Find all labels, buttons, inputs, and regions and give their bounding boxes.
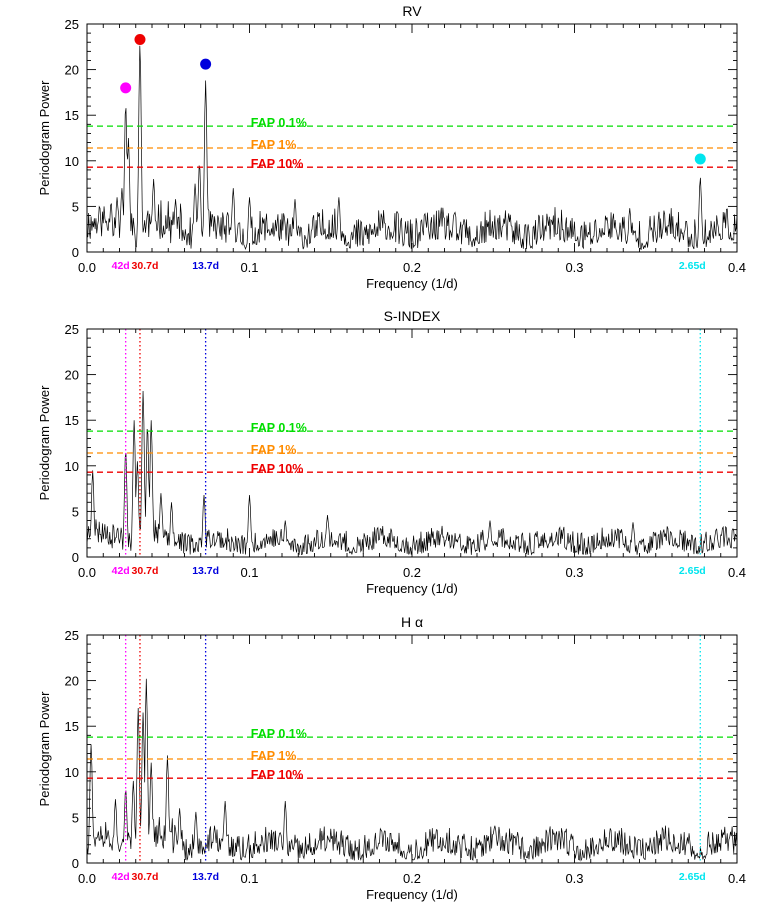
fap-label-2: FAP 1% <box>251 138 297 152</box>
period-label-2: 30.7d <box>132 260 159 272</box>
y-tick-label: 10 <box>65 154 79 169</box>
fap-label-1: FAP 0.1% <box>251 421 307 435</box>
y-tick-label: 0 <box>72 550 79 565</box>
x-tick-label: 0.2 <box>403 871 421 886</box>
x-tick-label: 0.4 <box>728 260 746 275</box>
y-tick-label: 0 <box>72 245 79 260</box>
y-axis-title: Periodogram Power <box>37 691 52 807</box>
periodogram-line <box>87 45 737 251</box>
x-tick-label: 0.3 <box>565 871 583 886</box>
period-label-1: 42d <box>112 565 130 577</box>
y-tick-label: 10 <box>65 459 79 474</box>
y-tick-label: 5 <box>72 199 79 214</box>
y-tick-label: 25 <box>65 628 79 643</box>
plot-frame <box>86 634 738 864</box>
periodogram-panel-2: S-INDEX FAP 0.1% FAP 1% FAP 10% 0.0 0.1 0.2 0.3… <box>37 308 746 596</box>
period-label-4: 2.65d <box>679 565 706 577</box>
y-tick-label: 25 <box>65 322 79 337</box>
x-tick-label: 0.2 <box>403 565 421 580</box>
x-tick-label: 0.4 <box>728 565 746 580</box>
fap-label-2: FAP 1% <box>251 443 297 457</box>
peak-marker-2 <box>134 34 146 46</box>
x-axis-title: Frequency (1/d) <box>366 581 458 596</box>
x-tick-label: 0.0 <box>78 260 96 275</box>
period-label-3: 13.7d <box>192 260 219 272</box>
y-axis-title: Periodogram Power <box>37 80 52 196</box>
periodogram-panel-3: H α FAP 0.1% FAP 1% FAP 10% 0.0 0.1 0.2 0.3 0.4 0… <box>37 614 746 902</box>
x-axis-title: Frequency (1/d) <box>366 887 458 902</box>
x-tick-label: 0.4 <box>728 871 746 886</box>
y-tick-label: 15 <box>65 719 79 734</box>
period-label-3: 13.7d <box>192 565 219 577</box>
periodogram-line <box>87 391 737 556</box>
y-tick-label: 5 <box>72 504 79 519</box>
peak-marker-4 <box>694 153 706 165</box>
fap-label-1: FAP 0.1% <box>251 727 307 741</box>
y-tick-label: 0 <box>72 856 79 871</box>
y-tick-label: 10 <box>65 765 79 780</box>
period-label-1: 42d <box>112 871 130 883</box>
x-tick-label: 0.1 <box>240 871 258 886</box>
y-axis-title: Periodogram Power <box>37 385 52 501</box>
period-label-2: 30.7d <box>132 871 159 883</box>
x-tick-label: 0.1 <box>240 260 258 275</box>
x-tick-label: 0.2 <box>403 260 421 275</box>
period-label-1: 42d <box>112 260 130 272</box>
y-tick-label: 15 <box>65 413 79 428</box>
panel-title: H α <box>401 614 423 630</box>
x-tick-label: 0.0 <box>78 565 96 580</box>
panel-title: RV <box>402 3 422 19</box>
periodogram-panel-1: RV FAP 0.1% FAP 1% FAP 10% 0.0 0.1 0.2 0.3 0.4 0 5… <box>37 3 746 291</box>
period-label-4: 2.65d <box>679 260 706 272</box>
fap-label-3: FAP 10% <box>251 157 304 171</box>
x-tick-label: 0.3 <box>565 260 583 275</box>
plot-frame <box>86 23 738 253</box>
x-tick-label: 0.1 <box>240 565 258 580</box>
fap-label-3: FAP 10% <box>251 462 304 476</box>
y-tick-label: 5 <box>72 810 79 825</box>
plot-frame <box>86 328 738 558</box>
peak-marker-3 <box>200 58 212 70</box>
x-tick-label: 0.0 <box>78 871 96 886</box>
x-axis-title: Frequency (1/d) <box>366 276 458 291</box>
period-label-4: 2.65d <box>679 871 706 883</box>
y-tick-label: 15 <box>65 108 79 123</box>
period-label-2: 30.7d <box>132 565 159 577</box>
y-tick-label: 20 <box>65 674 79 689</box>
peak-marker-1 <box>120 82 132 94</box>
fap-label-2: FAP 1% <box>251 749 297 763</box>
panel-title: S-INDEX <box>384 308 441 324</box>
periodogram-line <box>87 678 737 862</box>
x-tick-label: 0.3 <box>565 565 583 580</box>
fap-label-3: FAP 10% <box>251 768 304 782</box>
y-tick-label: 20 <box>65 63 79 78</box>
fap-label-1: FAP 0.1% <box>251 116 307 130</box>
y-tick-label: 25 <box>65 17 79 32</box>
y-tick-label: 20 <box>65 368 79 383</box>
period-label-3: 13.7d <box>192 871 219 883</box>
